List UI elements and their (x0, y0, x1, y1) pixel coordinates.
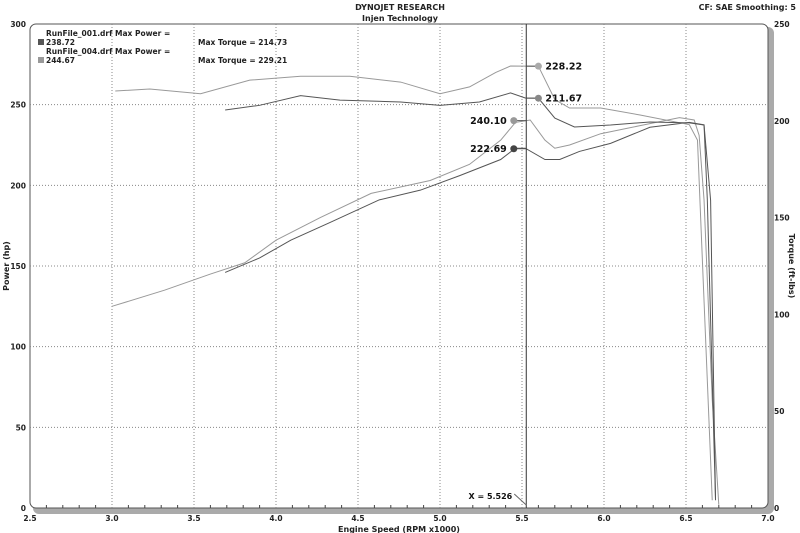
x-axis-label: Engine Speed (RPM x1000) (338, 525, 460, 533)
legend-text: RunFile_004.drf Max Power = 244.67 (46, 47, 171, 65)
x-tick-label: 2.5 (23, 514, 36, 523)
marker-dot (510, 117, 518, 125)
x-tick-label: 5.0 (433, 514, 446, 523)
cursor-leader (513, 493, 527, 506)
y-tick-label: 50 (16, 423, 26, 432)
y-tick-label: 150 (10, 262, 26, 271)
y2-axis-label: Torque (ft-lbs) (787, 234, 796, 299)
marker-label: 222.69 (470, 144, 507, 155)
y2-tick-label: 50 (774, 407, 784, 416)
cursor-label: X = 5.526 (469, 492, 513, 501)
legend-torque-text: Max Torque = 229.21 (198, 56, 288, 65)
marker-label: 240.10 (470, 116, 507, 127)
y-axis-label: Power (hp) (2, 241, 11, 291)
legend: RunFile_001.drf Max Power = 238.72 Max To… (38, 29, 287, 65)
series-power-line (224, 121, 717, 500)
x-tick-label: 3.0 (105, 514, 118, 523)
chart-title: DYNOJET RESEARCH (355, 3, 445, 12)
x-tick-label: 4.5 (351, 514, 364, 523)
marker-label: 211.67 (545, 94, 582, 105)
y2-tick-label: 250 (774, 20, 790, 29)
legend-swatch (38, 57, 44, 63)
y2-tick-label: 100 (774, 310, 790, 319)
x-tick-label: 3.5 (187, 514, 200, 523)
marker-dot (534, 94, 542, 102)
legend-item: RunFile_004.drf Max Power = 244.67 Max To… (38, 47, 287, 65)
legend-swatch (38, 39, 44, 45)
y2-tick-label: 150 (774, 214, 790, 223)
y-tick-label: 200 (10, 181, 26, 190)
x-tick-label: 4.0 (269, 514, 282, 523)
y-tick-label: 300 (10, 20, 26, 29)
x-tick-label: 7.0 (761, 514, 774, 523)
series-power-line (111, 117, 720, 505)
y-tick-label: 250 (10, 101, 26, 110)
y-tick-label: 0 (21, 504, 26, 513)
legend-text: RunFile_001.drf Max Power = 238.72 (46, 29, 171, 47)
marker-label: 228.22 (545, 62, 582, 73)
y2-tick-label: 200 (774, 117, 790, 126)
y-tick-label: 100 (10, 343, 26, 352)
y2-tick-label: 0 (774, 504, 779, 513)
chart-subtitle: Injen Technology (362, 14, 438, 23)
marker-dot (534, 62, 542, 70)
legend-item: RunFile_001.drf Max Power = 238.72 Max To… (38, 29, 287, 47)
marker-dot (510, 145, 518, 153)
x-tick-label: 5.5 (515, 514, 528, 523)
x-tick-label: 6.0 (597, 514, 610, 523)
legend-torque-text: Max Torque = 214.73 (198, 38, 288, 47)
x-tick-label: 6.5 (679, 514, 692, 523)
settings-readout: CF: SAE Smoothing: 5 (698, 3, 796, 12)
